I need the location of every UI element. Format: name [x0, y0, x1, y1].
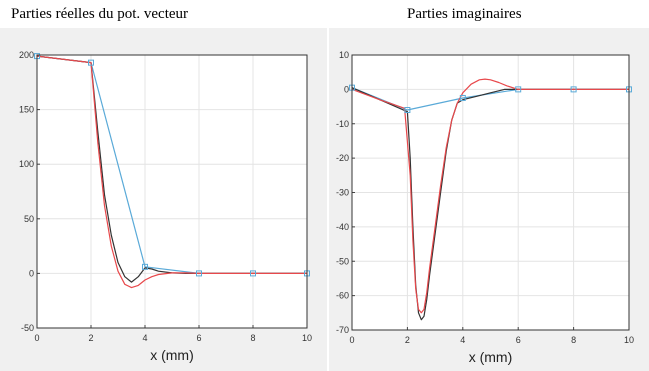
- left-xtick-label-3: 6: [196, 333, 201, 343]
- left-ytick-label-2: 50: [24, 214, 34, 224]
- left-xtick-label-1: 2: [88, 333, 93, 343]
- left-ytick-label-0: -50: [21, 323, 34, 333]
- right-ytick-label-7: 0: [344, 84, 349, 94]
- right-ytick-label-4: -30: [336, 188, 349, 198]
- left-xtick-label-2: 4: [142, 333, 147, 343]
- right-xtick-label-0: 0: [349, 335, 354, 345]
- right-series-2-line: [352, 78, 629, 314]
- right-series-0-marker-3: [515, 86, 522, 93]
- right-xtick-label-1: 2: [405, 335, 410, 345]
- left-xtick-label-0: 0: [34, 333, 39, 343]
- left-xtick-label-4: 8: [250, 333, 255, 343]
- right-ticks: 0 2 4 6 8 10 -70 -60 -50 -40 -30 -20 -10 0 10: [336, 50, 634, 345]
- right-figure: Parties imaginaires 0 2 4 6 8 10 -70 -60 -50 -40 -…: [329, 0, 649, 371]
- right-series-0-marker-2: [459, 94, 466, 101]
- right-xtick-label-2: 4: [460, 335, 465, 345]
- right-ytick-label-1: -60: [336, 291, 349, 301]
- right-ytick-label-6: -10: [336, 119, 349, 129]
- right-xlabel: x (mm): [469, 349, 513, 365]
- right-chart-title: Parties imaginaires: [407, 6, 522, 22]
- right-series-0-marker-1: [404, 107, 411, 113]
- right-xtick-label-3: 6: [516, 335, 521, 345]
- left-plot-area: [37, 55, 307, 328]
- left-ytick-label-1: 0: [29, 268, 34, 278]
- right-ytick-label-8: 10: [339, 50, 349, 60]
- left-ytick-label-4: 150: [19, 105, 34, 115]
- right-ytick-label-3: -40: [336, 222, 349, 232]
- right-series-group: [352, 78, 629, 321]
- right-xtick-label-4: 8: [571, 335, 576, 345]
- left-series-0-marker-2: [142, 263, 148, 270]
- right-xtick-label-5: 10: [624, 335, 634, 345]
- left-xlabel: x (mm): [150, 347, 194, 363]
- left-ytick-label-3: 100: [19, 159, 34, 169]
- right-ytick-label-0: -70: [336, 325, 349, 335]
- left-series-0-marker-3: [196, 270, 202, 277]
- right-series-0-marker-4: [570, 86, 577, 93]
- right-ytick-label-5: -20: [336, 153, 349, 163]
- left-chart-title: Parties réelles du pot. vecteur: [11, 6, 189, 22]
- left-xtick-label-5: 10: [302, 333, 312, 343]
- right-ytick-label-2: -50: [336, 256, 349, 266]
- left-axes-frame: [36, 54, 308, 329]
- left-figure: Parties réelles du pot. vecteur 0 2 4 6 8 10 -…: [0, 6, 327, 371]
- left-series-2-line: [37, 55, 307, 289]
- right-axes-frame: [351, 54, 630, 331]
- left-ytick-label-5: 200: [19, 50, 34, 60]
- left-series-group: [37, 55, 307, 289]
- left-series-0-marker-1: [88, 59, 94, 66]
- left-series-0-marker-4: [250, 270, 256, 277]
- right-chart: 0 2 4 6 8 10 -70 -60 -50 -40 -30 -20 -10 0 10 x (mm): [336, 50, 634, 365]
